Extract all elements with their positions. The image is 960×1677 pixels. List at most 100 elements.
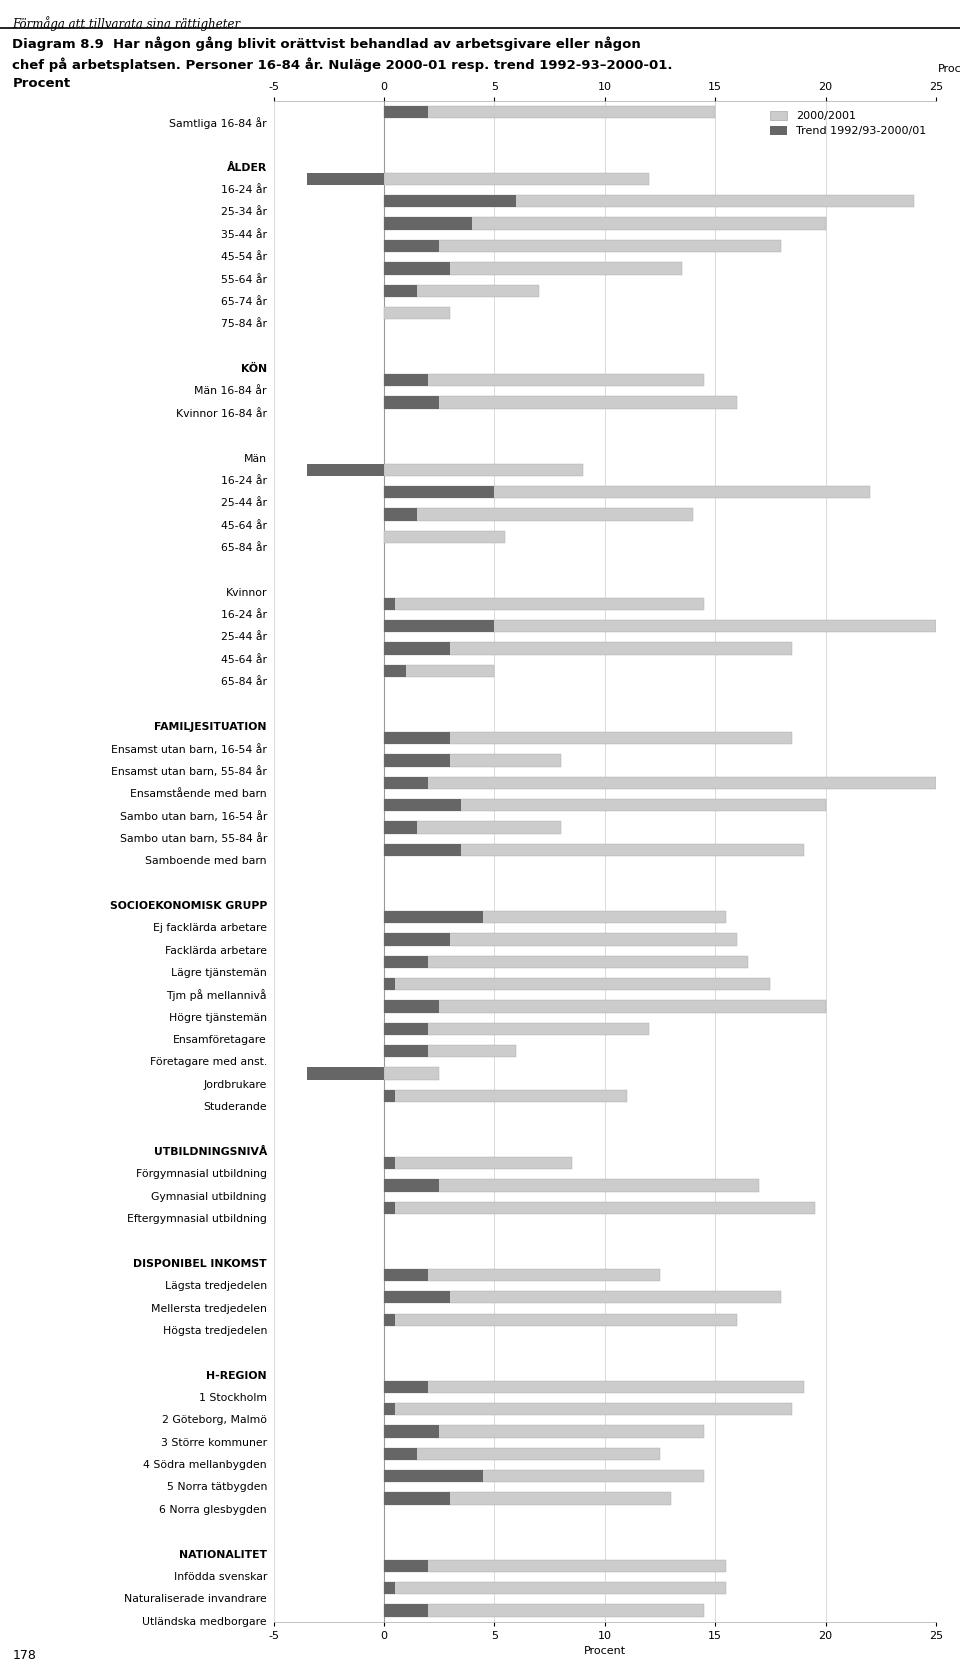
Text: Gymnasial utbildning: Gymnasial utbildning xyxy=(152,1192,267,1202)
Bar xyxy=(384,486,870,498)
Bar xyxy=(384,1404,792,1415)
Bar xyxy=(384,1404,396,1415)
Bar xyxy=(384,1179,759,1192)
Text: 178: 178 xyxy=(12,1648,36,1662)
Bar xyxy=(384,1202,814,1214)
Bar xyxy=(384,597,704,610)
Bar xyxy=(384,1023,649,1035)
Bar xyxy=(384,1447,417,1461)
Text: 16-24 år: 16-24 år xyxy=(221,610,267,620)
Text: Facklärda arbetare: Facklärda arbetare xyxy=(165,946,267,956)
Text: 25-44 år: 25-44 år xyxy=(221,632,267,642)
Bar xyxy=(384,1380,804,1394)
Text: Män 16-84 år: Män 16-84 år xyxy=(194,386,267,396)
Text: Procent: Procent xyxy=(12,77,71,91)
Text: Samboende med barn: Samboende med barn xyxy=(145,857,267,865)
Bar xyxy=(384,642,450,654)
Text: 25-44 år: 25-44 år xyxy=(221,498,267,508)
Text: Sambo utan barn, 55-84 år: Sambo utan barn, 55-84 år xyxy=(119,833,267,844)
Bar xyxy=(384,508,417,520)
Text: Studerande: Studerande xyxy=(204,1102,267,1112)
Bar xyxy=(384,776,936,788)
Bar xyxy=(384,1269,660,1281)
Bar xyxy=(384,755,561,766)
Bar xyxy=(384,664,406,678)
Bar xyxy=(384,1493,450,1504)
Bar xyxy=(306,1068,384,1080)
Bar xyxy=(384,642,792,654)
Text: Samtliga 16-84 år: Samtliga 16-84 år xyxy=(169,117,267,129)
Text: DISPONIBEL INKOMST: DISPONIBEL INKOMST xyxy=(133,1259,267,1269)
Bar xyxy=(384,1068,439,1080)
Text: Män: Män xyxy=(244,453,267,463)
Bar xyxy=(384,374,704,386)
Bar xyxy=(384,396,737,409)
Text: 6 Norra glesbygden: 6 Norra glesbygden xyxy=(159,1504,267,1514)
Text: chef på arbetsplatsen. Personer 16-84 år. Nuläge 2000-01 resp. trend 1992-93–200: chef på arbetsplatsen. Personer 16-84 år… xyxy=(12,57,673,72)
Bar xyxy=(384,1605,428,1617)
Bar xyxy=(384,1471,483,1482)
Text: Procent: Procent xyxy=(938,64,960,74)
Bar xyxy=(384,285,539,297)
Text: 75-84 år: 75-84 år xyxy=(221,319,267,329)
Bar xyxy=(384,1581,396,1595)
Bar xyxy=(384,934,737,946)
Bar xyxy=(384,307,450,319)
Bar xyxy=(384,1157,571,1169)
Bar xyxy=(384,285,417,297)
Bar xyxy=(384,1493,671,1504)
Bar xyxy=(384,106,428,117)
Text: 45-64 år: 45-64 år xyxy=(221,520,267,530)
Text: Diagram 8.9  Har någon gång blivit orättvist behandlad av arbetsgivare eller någ: Diagram 8.9 Har någon gång blivit orättv… xyxy=(12,37,641,52)
Bar xyxy=(384,1045,516,1058)
Text: Förmåga att tillvarata sina rättigheter: Förmåga att tillvarata sina rättigheter xyxy=(12,15,241,30)
Bar xyxy=(306,463,384,476)
Bar xyxy=(384,374,428,386)
Text: Lägre tjänstemän: Lägre tjänstemän xyxy=(171,968,267,978)
Bar xyxy=(384,1291,781,1303)
Text: Företagare med anst.: Företagare med anst. xyxy=(150,1058,267,1068)
Bar xyxy=(384,798,826,812)
Text: Mellersta tredjedelen: Mellersta tredjedelen xyxy=(151,1303,267,1313)
Bar xyxy=(384,844,461,855)
Bar xyxy=(384,1291,450,1303)
Bar xyxy=(384,530,505,543)
Bar xyxy=(384,1313,737,1327)
Bar xyxy=(384,597,396,610)
Text: 55-64 år: 55-64 år xyxy=(221,275,267,285)
Bar xyxy=(384,1157,396,1169)
Text: ÅLDER: ÅLDER xyxy=(227,163,267,173)
Bar xyxy=(384,1447,660,1461)
Bar xyxy=(384,1425,439,1437)
Text: FAMILJESITUATION: FAMILJESITUATION xyxy=(155,721,267,731)
Text: 3 Större kommuner: 3 Större kommuner xyxy=(160,1437,267,1447)
Bar xyxy=(384,755,450,766)
Text: UTBILDNINGSNIVÅ: UTBILDNINGSNIVÅ xyxy=(154,1147,267,1157)
Text: H-REGION: H-REGION xyxy=(206,1370,267,1380)
Text: 45-54 år: 45-54 år xyxy=(221,252,267,262)
Bar xyxy=(384,463,583,476)
Bar xyxy=(384,844,804,855)
Bar xyxy=(384,240,781,252)
Bar xyxy=(384,1090,396,1102)
Bar xyxy=(384,218,472,230)
Text: NATIONALITET: NATIONALITET xyxy=(179,1550,267,1560)
Bar xyxy=(384,396,439,409)
Text: Naturaliserade invandrare: Naturaliserade invandrare xyxy=(124,1595,267,1605)
Bar xyxy=(384,508,693,520)
Text: Tjm på mellannivå: Tjm på mellannivå xyxy=(166,989,267,1001)
Bar xyxy=(384,106,715,117)
Bar xyxy=(384,1202,396,1214)
Bar xyxy=(384,1581,726,1595)
Bar xyxy=(384,978,770,991)
Bar xyxy=(306,173,384,184)
Bar xyxy=(384,1023,428,1035)
Text: 5 Norra tätbygden: 5 Norra tätbygden xyxy=(166,1482,267,1493)
Bar xyxy=(384,1560,428,1571)
Text: 65-84 år: 65-84 år xyxy=(221,543,267,553)
Text: 4 Södra mellanbygden: 4 Södra mellanbygden xyxy=(143,1461,267,1471)
Bar xyxy=(384,1380,428,1394)
Bar xyxy=(384,620,936,632)
Text: Lägsta tredjedelen: Lägsta tredjedelen xyxy=(165,1281,267,1291)
Bar xyxy=(384,956,428,968)
